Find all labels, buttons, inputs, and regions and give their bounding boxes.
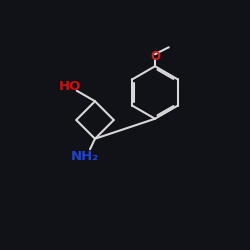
Text: NH₂: NH₂ [71,150,99,163]
Text: HO: HO [59,80,81,93]
Text: O: O [150,50,160,63]
